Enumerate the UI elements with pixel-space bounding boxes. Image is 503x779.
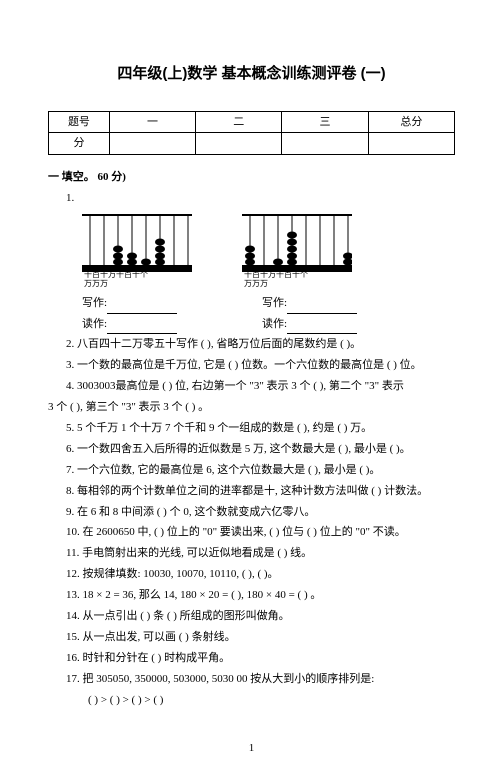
read-blank-1	[107, 321, 177, 334]
q10: 10. 在 2600650 中, ( ) 位上的 "0" 要读出来, ( ) 位…	[48, 522, 455, 543]
td-total	[368, 133, 454, 155]
td-3	[282, 133, 368, 155]
read-row: 读作: 读作:	[82, 314, 455, 335]
abacus-2-labels: 千百十万千百十个 万万万	[244, 271, 308, 289]
q9: 9. 在 6 和 8 中间添 ( ) 个 0, 这个数就变成六亿零八。	[48, 502, 455, 523]
th-3: 三	[282, 111, 368, 133]
q3: 3. 一个数的最高位是千万位, 它是 ( ) 位数。一个六位数的最高位是 ( )…	[48, 355, 455, 376]
abacus-row: 千百十万千百十个 万万万	[82, 213, 455, 289]
th-2: 二	[196, 111, 282, 133]
q13: 13. 18 × 2 = 36, 那么 14, 180 × 20 = ( ), …	[48, 585, 455, 606]
th-total: 总分	[368, 111, 454, 133]
q11: 11. 手电筒射出来的光线, 可以近似地看成是 ( ) 线。	[48, 543, 455, 564]
th-1: 一	[109, 111, 195, 133]
q14: 14. 从一点引出 ( ) 条 ( ) 所组成的图形叫做角。	[48, 606, 455, 627]
td-2	[196, 133, 282, 155]
q1-num: 1.	[48, 188, 455, 209]
read-label-2: 读作:	[262, 318, 287, 330]
q4a: 4. 3003003最高位是 ( ) 位, 右边第一个 "3" 表示 3 个 (…	[48, 376, 455, 397]
q4b: 3 个 ( ), 第三个 "3" 表示 3 个 ( ) 。	[48, 397, 455, 418]
abacus-1-svg	[82, 213, 192, 273]
abacus-1-labels: 千百十万千百十个 万万万	[84, 271, 148, 289]
q7: 7. 一个六位数, 它的最高位是 6, 这个六位数最大是 ( ), 最小是 ( …	[48, 460, 455, 481]
write-blank-1	[107, 301, 177, 314]
th-label: 题号	[49, 111, 110, 133]
section-1-head: 一 填空。 60 分)	[48, 167, 455, 188]
q17a: 17. 把 305050, 350000, 503000, 5030 00 按从…	[48, 669, 455, 690]
score-table: 题号 一 二 三 总分 分	[48, 111, 455, 156]
abacus-1: 千百十万千百十个 万万万	[82, 213, 192, 289]
write-row: 写作: 写作:	[82, 293, 455, 314]
abacus-1-labels-bot: 万万万	[84, 280, 148, 289]
td-1	[109, 133, 195, 155]
write-label-2: 写作:	[262, 297, 287, 309]
abacus-2: 千百十万千百十个 万万万	[242, 213, 352, 289]
td-label: 分	[49, 133, 110, 155]
read-blank-2	[287, 321, 357, 334]
q8: 8. 每相邻的两个计数单位之间的进率都是十, 这种计数方法叫做 ( ) 计数法。	[48, 481, 455, 502]
q15: 15. 从一点出发, 可以画 ( ) 条射线。	[48, 627, 455, 648]
q2: 2. 八百四十二万零五十写作 ( ), 省略万位后面的尾数约是 ( )。	[48, 334, 455, 355]
q12: 12. 按规律填数: 10030, 10070, 10110, ( ), ( )…	[48, 564, 455, 585]
page-title: 四年级(上)数学 基本概念训练测评卷 (一)	[48, 60, 455, 89]
abacus-2-svg	[242, 213, 352, 273]
read-label-1: 读作:	[82, 318, 107, 330]
q5: 5. 5 个千万 1 个十万 7 个千和 9 个一组成的数是 ( ), 约是 (…	[48, 418, 455, 439]
write-label-1: 写作:	[82, 297, 107, 309]
write-blank-2	[287, 301, 357, 314]
q17b: ( ) > ( ) > ( ) > ( )	[48, 690, 455, 711]
abacus-2-labels-bot: 万万万	[244, 280, 308, 289]
page-number: 1	[48, 738, 455, 759]
q6: 6. 一个数四舍五入后所得的近似数是 5 万, 这个数最大是 ( ), 最小是 …	[48, 439, 455, 460]
q16: 16. 时针和分针在 ( ) 时构成平角。	[48, 648, 455, 669]
